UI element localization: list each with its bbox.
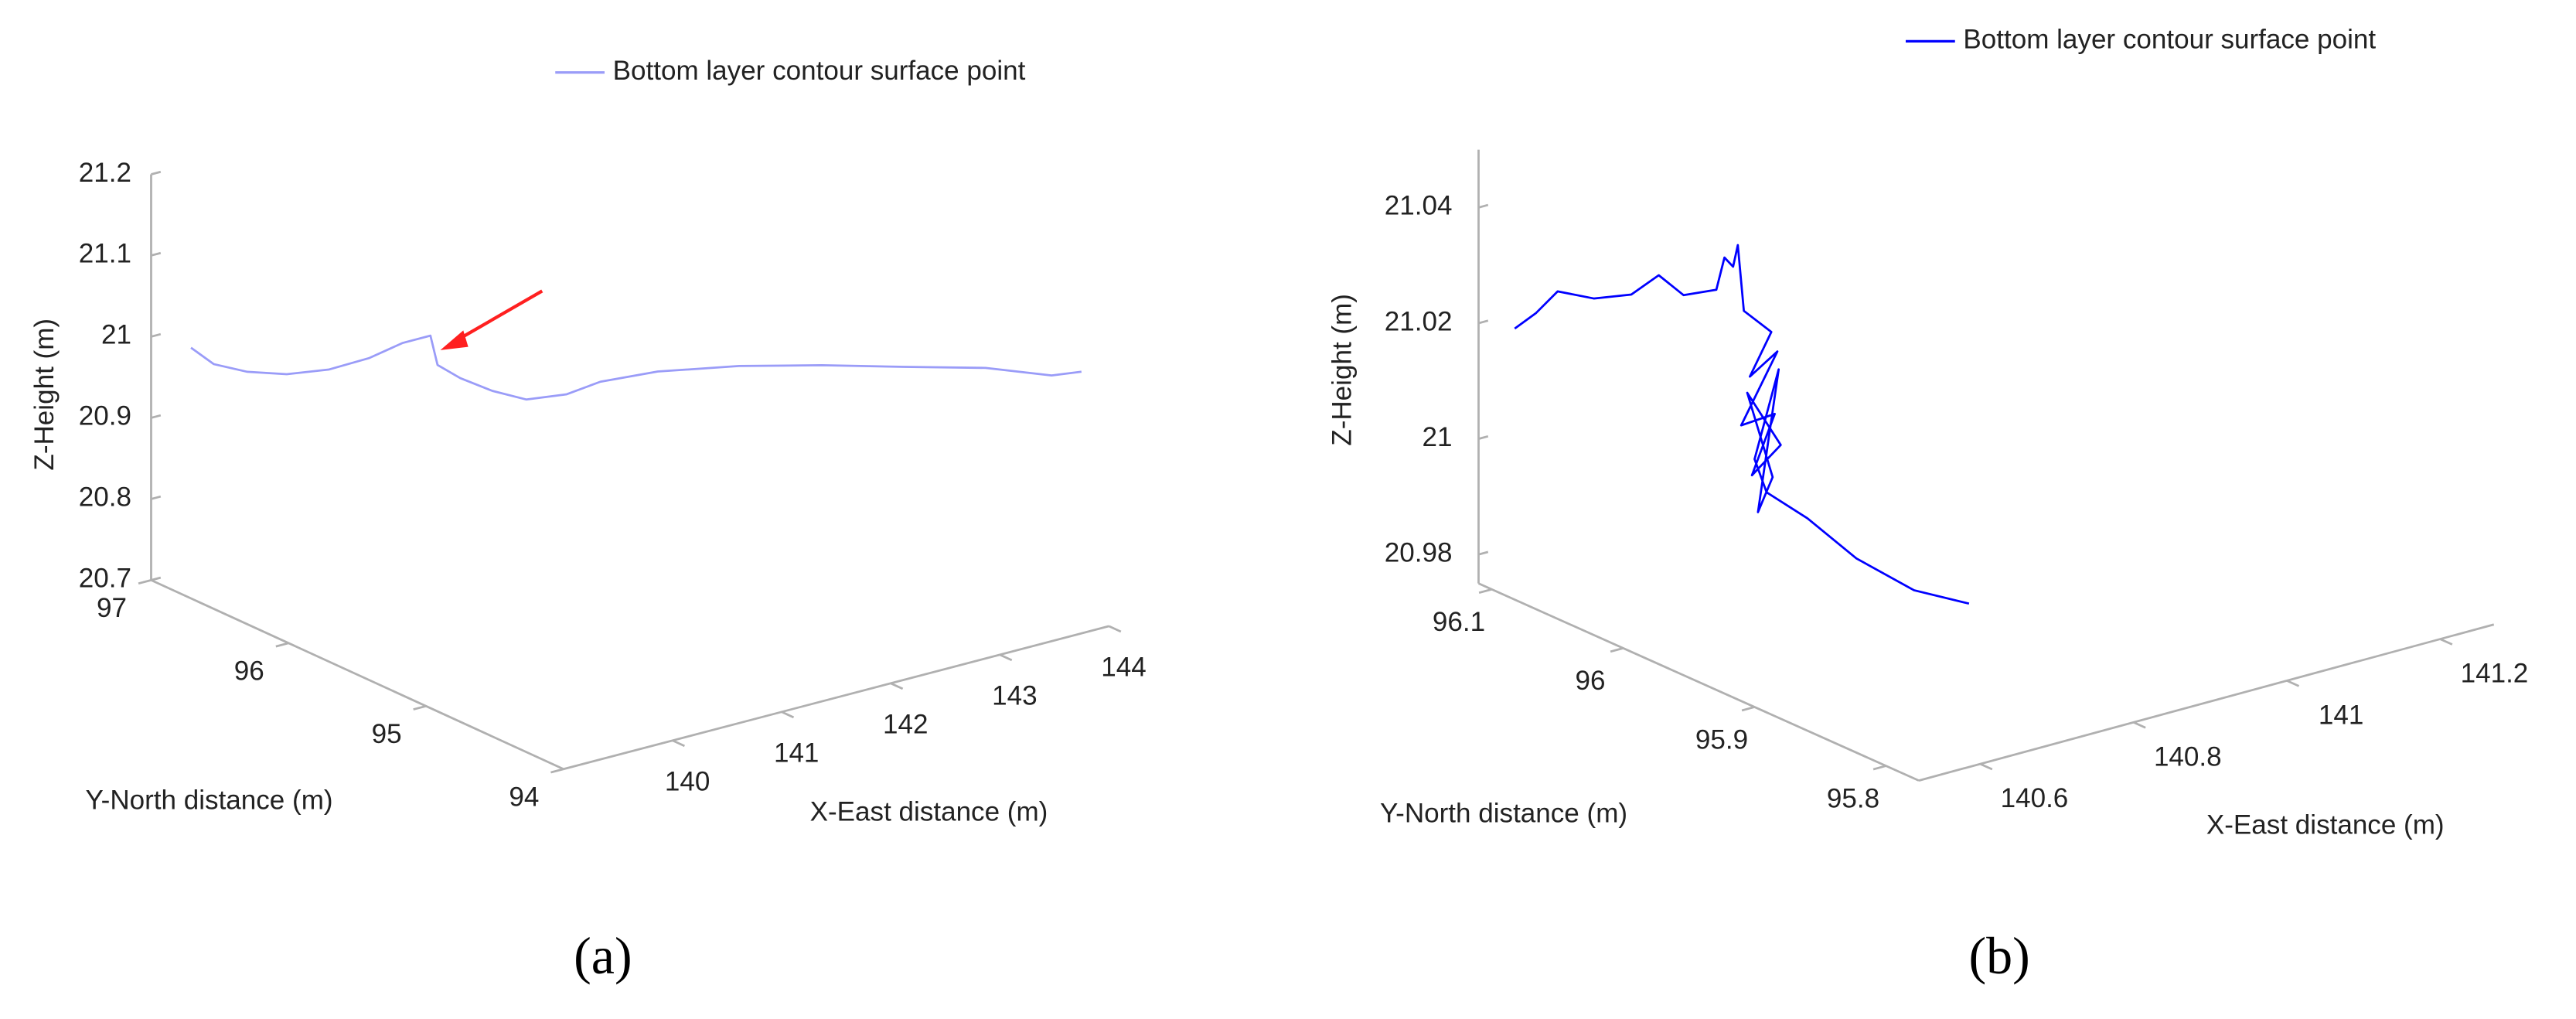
x-tick [672,739,686,748]
legend-label: Bottom layer contour surface point [613,56,1026,86]
z-tick [151,414,162,419]
y-tick [1872,765,1886,771]
x-tick-label: 144 [1101,652,1146,682]
data-line [190,334,1082,401]
y-tick [413,704,427,711]
x-axis [563,625,1109,771]
z-tick-label: 20.8 [79,482,131,513]
z-tick-label: 21.2 [79,158,131,188]
z-axis-label: Z-Height (m) [29,319,60,471]
z-tick [1478,203,1489,209]
y-tick [550,768,564,774]
z-tick-label: 21 [101,320,131,350]
annotation-arrow [440,289,543,350]
x-tick [1979,762,1993,771]
x-tick-label: 141 [774,738,819,768]
z-tick [1478,319,1489,325]
data-line [1514,244,1970,605]
x-tick-label: 141 [2319,700,2363,730]
x-axis-label: X-East distance (m) [2206,809,2445,840]
y-tick [1610,647,1624,653]
z-tick [1478,550,1489,556]
y-tick-label: 95 [372,719,402,749]
y-tick [138,579,152,585]
y-tick [1478,588,1492,595]
z-axis-label: Z-Height (m) [1327,294,1358,446]
z-tick-label: 21.1 [79,239,131,269]
z-tick [1478,435,1489,440]
x-tick-label: 140.8 [2154,741,2222,772]
x-tick-label: 141.2 [2461,659,2529,689]
y-tick-label: 94 [509,782,539,812]
y-tick-label: 96 [1576,666,1606,696]
z-tick-label: 20.9 [79,401,131,431]
z-tick [151,251,162,257]
z-tick [151,332,162,338]
x-tick [890,682,904,690]
x-tick-label: 140 [665,766,710,796]
x-tick [2133,721,2146,729]
x-tick [2286,680,2300,687]
y-tick-label: 95.9 [1695,724,1748,755]
x-tick [781,711,795,719]
y-tick-label: 96.1 [1433,607,1485,637]
x-tick [2439,638,2453,646]
y-tick [275,642,289,648]
z-tick [151,576,162,581]
legend-label: Bottom layer contour surface point [1963,25,2376,55]
y-tick-label: 95.8 [1827,783,1879,813]
z-tick [151,495,162,500]
y-axis-label: Y-North distance (m) [1380,799,1627,829]
y-tick-label: 97 [97,593,127,623]
z-tick-label: 21.04 [1385,191,1453,221]
x-axis [1918,623,2495,782]
y-tick-label: 96 [234,656,264,686]
x-tick [999,653,1013,662]
y-tick [1741,706,1755,712]
y-axis [1477,582,1920,782]
x-axis-label: X-East distance (m) [810,796,1048,826]
x-tick-label: 143 [992,680,1037,711]
z-tick-label: 21 [1423,422,1453,452]
z-tick-label: 20.7 [79,564,131,594]
caption: (a) [574,926,632,985]
x-tick-label: 140.6 [2001,783,2069,813]
x-tick-label: 142 [883,709,928,739]
z-tick [151,170,162,176]
caption: (b) [1968,926,2029,985]
x-tick [1108,625,1122,633]
y-axis [150,579,564,771]
y-axis-label: Y-North distance (m) [86,786,333,816]
z-tick-label: 21.02 [1385,306,1453,336]
z-tick-label: 20.98 [1385,537,1453,567]
